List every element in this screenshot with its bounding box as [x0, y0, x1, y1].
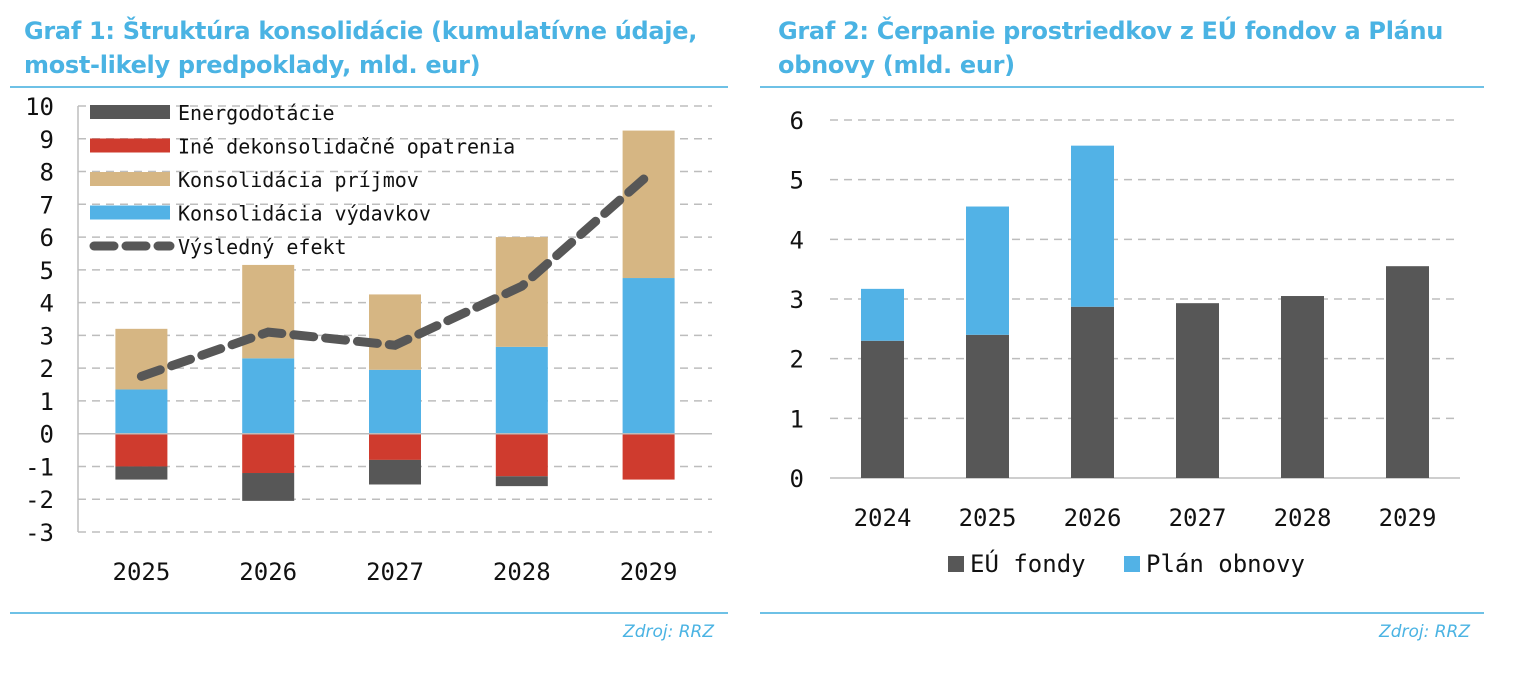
x-tick-label: 2027: [1169, 504, 1227, 532]
legend-swatch: [90, 205, 170, 220]
y-tick-label: 9: [40, 126, 54, 154]
x-tick-label: 2025: [959, 504, 1017, 532]
bar-segment: [1281, 296, 1324, 478]
bar-segment: [495, 433, 548, 477]
bar-segment: [115, 466, 168, 480]
x-tick-label: 2026: [239, 558, 297, 586]
y-tick-label: 3: [790, 286, 804, 314]
bar-segment: [369, 433, 421, 460]
chart-1-title: Graf 1: Štruktúra konsolidácie (kumulatí…: [24, 17, 698, 79]
y-tick-label: 8: [40, 159, 54, 187]
chart-panel-1: Graf 1: Štruktúra konsolidácie (kumulatí…: [10, 0, 728, 682]
legend-swatch: [90, 105, 170, 119]
chart-1-source: Zdroj: RRZ: [623, 622, 714, 642]
y-tick-label: 2: [40, 355, 54, 383]
x-tick-label: 2027: [366, 558, 424, 586]
bar-segment: [1071, 306, 1114, 478]
y-tick-label: 1: [40, 388, 54, 416]
bar-segment: [1386, 266, 1429, 478]
bar-segment: [369, 369, 421, 434]
bar-segment: [622, 278, 675, 434]
y-tick-label: 7: [40, 191, 54, 219]
legend-swatch: [948, 556, 964, 572]
legend-label: Konsolidácia príjmov: [178, 168, 419, 192]
bar-segment: [115, 389, 168, 434]
y-tick-label: 4: [40, 290, 54, 318]
y-tick-label: 6: [790, 107, 804, 135]
bar-segment: [966, 206, 1009, 335]
y-tick-label: 6: [40, 224, 54, 252]
x-tick-label: 2029: [620, 558, 678, 586]
bar-segment: [242, 264, 295, 359]
bar-segment: [861, 340, 904, 478]
x-tick-label: 2026: [1064, 504, 1122, 532]
legend-label: EÚ fondy: [970, 548, 1086, 578]
bar-segment: [622, 433, 675, 480]
x-tick-label: 2028: [1274, 504, 1332, 532]
legend-swatch: [1124, 556, 1140, 572]
legend-swatch: [90, 172, 170, 186]
bar-segment: [861, 288, 904, 341]
chart-2-bottom-rule: [760, 612, 1484, 614]
y-tick-label: -3: [25, 519, 54, 547]
x-tick-label: 2025: [113, 558, 171, 586]
bar-segment: [966, 334, 1009, 478]
y-tick-label: 3: [40, 322, 54, 350]
chart-1-top-rule: [10, 86, 728, 88]
x-tick-label: 2024: [854, 504, 912, 532]
bar-segment: [115, 433, 168, 467]
y-tick-label: 5: [40, 257, 54, 285]
legend-label: Plán obnovy: [1146, 550, 1305, 578]
x-tick-label: 2029: [1379, 504, 1437, 532]
bar-segment: [242, 473, 295, 501]
legend-swatch: [90, 138, 170, 153]
y-tick-label: -2: [25, 486, 54, 514]
y-tick-label: 2: [790, 346, 804, 374]
y-tick-label: -1: [25, 453, 54, 481]
y-tick-label: 5: [790, 167, 804, 195]
y-tick-label: 1: [790, 405, 804, 433]
chart-2-title: Graf 2: Čerpanie prostriedkov z EÚ fondo…: [778, 17, 1444, 79]
bar-segment: [1071, 145, 1114, 307]
chart-2-plot: 0 1 2 3 4 5 6 2024 2025 2026 2027 2028 2029 EÚ fondy P…: [790, 107, 1460, 578]
bar-segment: [369, 459, 421, 485]
bar-segment: [242, 433, 295, 474]
y-tick-label: 0: [790, 465, 804, 493]
legend-label: Iné dekonsolidačné opatrenia: [178, 135, 515, 159]
bar-segment: [495, 346, 548, 434]
legend-label: Energodotácie: [178, 101, 335, 125]
bar-segment: [495, 476, 548, 487]
chart-1-bottom-rule: [10, 612, 728, 614]
bar-segment: [622, 130, 675, 279]
chart-1-plot: -3 -2 -1 0 1 2 3 4 5 6 7 8 9 10 2025 2026 2027 2028 2029 En…: [25, 93, 712, 586]
result-line: [136, 170, 654, 381]
y-tick-label: 0: [40, 421, 54, 449]
y-tick-label: 10: [25, 93, 54, 121]
legend-label: Výsledný efekt: [178, 235, 347, 259]
x-tick-label: 2028: [493, 558, 551, 586]
chart-panel-2: Graf 2: Čerpanie prostriedkov z EÚ fondo…: [760, 0, 1484, 682]
y-tick-label: 4: [790, 226, 804, 254]
bar-segment: [369, 294, 421, 370]
bar-segment: [1176, 303, 1219, 478]
chart-2-top-rule: [760, 86, 1484, 88]
legend-label: Konsolidácia výdavkov: [178, 202, 431, 226]
bar-segment: [242, 358, 295, 434]
chart-2-source: Zdroj: RRZ: [1379, 622, 1470, 642]
